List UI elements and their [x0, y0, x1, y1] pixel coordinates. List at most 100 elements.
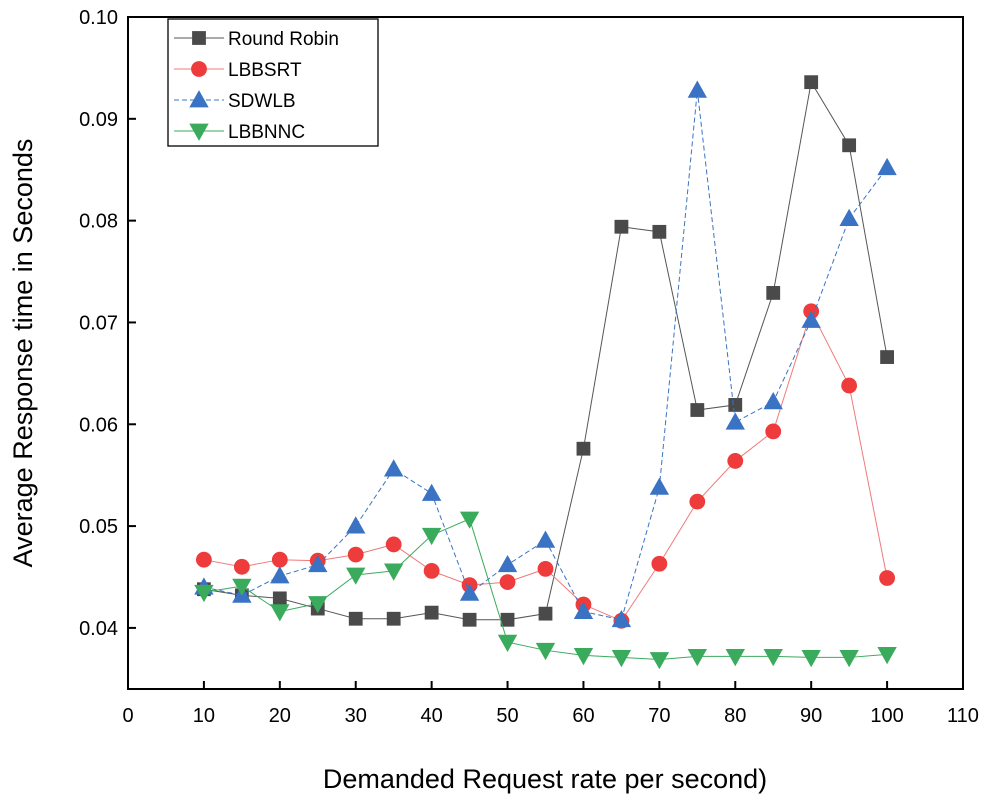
x-tick-label: 110 [947, 705, 979, 727]
legend-marker [192, 31, 206, 45]
legend-label: LBBNNC [228, 122, 305, 143]
data-point-lbbsrt [233, 558, 250, 575]
data-point-lbbnnc [877, 646, 897, 665]
legend-label: LBBSRT [228, 60, 302, 81]
data-point-lbbnnc [725, 649, 745, 667]
legend-item-sdwlb: SDWLB [174, 90, 296, 112]
data-point-lbbnnc [649, 652, 670, 670]
data-point-lbbnnc [573, 648, 594, 666]
data-point-round-robin [424, 605, 439, 620]
x-tick-label: 0 [122, 705, 133, 727]
x-tick-label: 50 [496, 705, 518, 727]
x-tick-label: 10 [193, 705, 215, 727]
data-point-lbbnnc [535, 642, 556, 661]
data-point-sdwlb [725, 412, 745, 430]
data-point-sdwlb [763, 392, 783, 410]
data-point-sdwlb [346, 516, 366, 534]
data-point-sdwlb [801, 310, 821, 328]
y-tick-label: 0.09 [79, 109, 118, 131]
y-tick-label: 0.05 [79, 516, 118, 538]
data-point-lbbsrt [651, 555, 668, 572]
data-point-round-robin [386, 611, 401, 626]
data-point-sdwlb [649, 477, 670, 495]
y-axis-title: Average Response time in Seconds [8, 139, 38, 568]
data-point-sdwlb [308, 554, 328, 573]
series-sdwlb [194, 80, 897, 628]
y-tick-label: 0.08 [79, 211, 118, 233]
legend-marker [189, 123, 209, 141]
x-tick-label: 90 [800, 705, 822, 727]
x-axis-title: Demanded Request rate per second) [323, 764, 767, 794]
data-point-lbbnnc [687, 649, 708, 667]
x-tick-label: 60 [572, 705, 594, 727]
data-point-sdwlb [611, 609, 632, 628]
data-point-sdwlb [421, 483, 442, 501]
x-tick-label: 100 [870, 705, 903, 727]
data-point-round-robin [538, 606, 553, 621]
data-point-lbbsrt [271, 551, 288, 568]
axis-ticks [127, 16, 964, 689]
data-point-lbbsrt [385, 536, 402, 553]
series-lbbsrt [196, 303, 895, 629]
data-point-sdwlb [459, 583, 480, 601]
data-point-lbbnnc [459, 511, 480, 529]
data-point-lbbnnc [497, 634, 518, 652]
data-point-lbbsrt [689, 493, 706, 510]
data-point-lbbsrt [765, 423, 782, 440]
data-point-lbbsrt [423, 562, 440, 579]
data-point-sdwlb [383, 459, 404, 477]
data-point-lbbnnc [611, 650, 632, 668]
data-point-round-robin [728, 398, 743, 412]
data-point-round-robin [576, 441, 591, 456]
data-point-lbbnnc [346, 567, 366, 585]
data-point-round-robin [500, 612, 515, 627]
x-tick-label: 20 [269, 705, 291, 727]
data-point-round-robin [348, 611, 363, 626]
data-point-round-robin [272, 591, 287, 606]
x-tick-label: 30 [345, 705, 367, 727]
data-point-lbbnnc [308, 596, 328, 614]
data-point-sdwlb [270, 566, 290, 584]
series-lbbnnc [194, 511, 897, 670]
legend-label: SDWLB [228, 91, 296, 112]
legend: Round Robin LBBSRT SDWLB LBBNNC [167, 18, 379, 147]
data-point-lbbsrt [347, 546, 364, 563]
data-point-sdwlb [877, 157, 897, 176]
data-point-sdwlb [535, 530, 556, 548]
data-point-lbbnnc [194, 584, 214, 603]
data-point-round-robin [614, 219, 629, 234]
data-point-lbbnnc [232, 578, 252, 596]
series-layer [194, 75, 897, 670]
legend-marker [191, 61, 207, 77]
legend-item-lbbnnc: LBBNNC [174, 122, 305, 143]
data-point-round-robin [690, 403, 705, 417]
data-point-lbbnnc [421, 527, 442, 546]
x-tick-label: 80 [724, 705, 746, 727]
data-point-sdwlb [497, 554, 518, 573]
data-point-round-robin [804, 75, 819, 90]
data-point-sdwlb [573, 601, 594, 620]
data-point-sdwlb [839, 208, 859, 227]
data-point-lbbsrt [537, 560, 554, 577]
data-point-round-robin [880, 350, 894, 364]
data-point-lbbnnc [270, 604, 290, 622]
data-point-lbbnnc [383, 563, 404, 581]
x-tick-label: 40 [421, 705, 443, 727]
x-tick-labels: 0 10 20 30 40 50 60 70 80 90 100 110 [122, 705, 979, 727]
data-point-round-robin [842, 138, 857, 153]
y-tick-labels: 0.04 0.05 0.06 0.07 0.08 0.09 0.10 [79, 7, 118, 640]
data-point-lbbsrt [727, 453, 744, 469]
data-point-round-robin [766, 286, 781, 300]
legend-marker [189, 90, 209, 108]
data-point-lbbnnc [839, 650, 859, 668]
x-tick-label: 70 [648, 705, 670, 727]
data-point-round-robin [652, 224, 667, 239]
y-tick-label: 0.04 [79, 618, 118, 640]
data-point-sdwlb [687, 80, 708, 98]
data-point-round-robin [462, 612, 477, 627]
legend-item-round-robin: Round Robin [174, 29, 339, 50]
data-point-lbbsrt [841, 377, 858, 394]
plot-frame [127, 16, 964, 690]
data-point-lbbnnc [801, 650, 821, 668]
